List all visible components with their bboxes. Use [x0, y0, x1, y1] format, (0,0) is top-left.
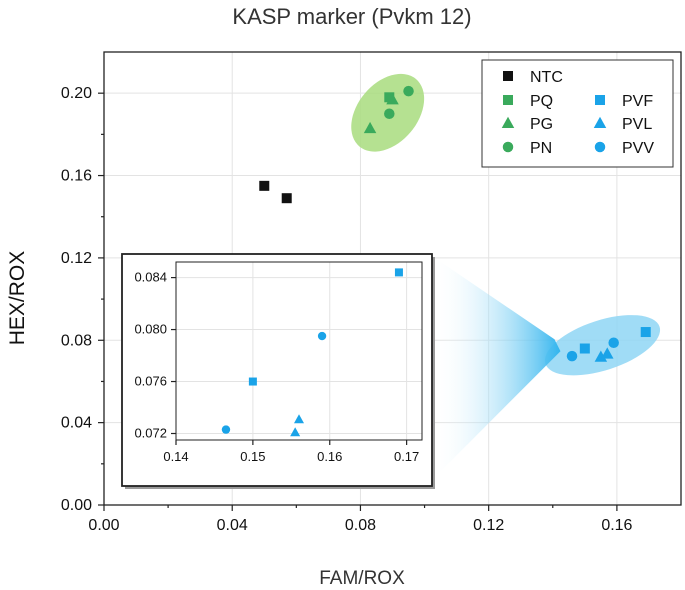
inset-x-tick-label: 0.14	[163, 449, 188, 464]
x-tick-label: 0.12	[473, 517, 504, 534]
x-tick-label: 0.08	[345, 517, 376, 534]
inset-plot: 0.14 0.15 0.16 0.17 0.072 0.076 0.080 0.084	[121, 253, 435, 489]
y-axis-title: HEX/ROX	[6, 251, 29, 346]
y-tick-label: 0.08	[61, 332, 92, 349]
point-pn	[384, 108, 395, 120]
zoom-connector	[432, 256, 561, 480]
y-tick-label: 0.04	[61, 415, 92, 432]
point-pvl	[601, 347, 614, 359]
y-tick-label: 0.16	[61, 168, 92, 185]
y-tick-label: 0.00	[61, 497, 92, 514]
x-axis-title: FAM/ROX	[319, 568, 405, 589]
inset-y-tick-label: 0.084	[134, 270, 167, 285]
point-pvf	[579, 343, 590, 354]
point-pvv	[608, 337, 619, 348]
legend-marker-pq	[503, 95, 513, 105]
point-pg	[363, 121, 377, 134]
x-tick-label: 0.00	[88, 517, 119, 534]
inset-x-tick-label: 0.16	[317, 449, 342, 464]
legend-label-pg: PG	[530, 116, 553, 133]
legend-label-pvl: PVL	[622, 116, 652, 133]
inset-y-tick-label: 0.076	[134, 374, 167, 389]
point-ntc	[259, 180, 270, 191]
zoom-wedge	[432, 256, 561, 480]
legend-label-pq: PQ	[530, 93, 553, 110]
legend: NTC PQ PG PN PVF PVL PVV	[481, 59, 674, 168]
legend-label-pn: PN	[530, 140, 552, 157]
point-pn	[403, 85, 414, 97]
point-pvf	[640, 327, 651, 338]
inset-point-pvv	[221, 425, 231, 434]
legend-marker-pvl	[593, 116, 607, 128]
inset-panel	[121, 253, 433, 487]
inset-point-pvf	[394, 268, 403, 277]
legend-marker-ntc	[503, 71, 513, 81]
inset-frame	[175, 261, 423, 441]
y-tick-label: 0.12	[61, 250, 92, 267]
inset-x-tick-label: 0.17	[394, 449, 419, 464]
legend-box	[481, 59, 674, 168]
plot-frame	[103, 51, 682, 506]
point-pvv	[566, 350, 578, 362]
legend-marker-pvv	[594, 141, 606, 153]
inset-y-tick-label: 0.072	[134, 426, 167, 441]
legend-label-pvv: PVV	[622, 140, 654, 157]
legend-label-pvf: PVF	[622, 93, 653, 110]
point-pq	[384, 92, 395, 103]
inset-x-tick-label: 0.15	[240, 449, 265, 464]
point-pg	[386, 93, 399, 105]
main-axes: 0.00 0.04 0.08 0.12 0.16 0.00 0.04 0.08 0.12 0.16…	[61, 51, 682, 534]
legend-marker-pn	[502, 141, 514, 153]
inset-point-pvv	[317, 331, 327, 341]
legend-marker-pvf	[595, 95, 605, 105]
point-pvl	[594, 350, 608, 362]
point-ntc	[281, 193, 292, 204]
inset-point-pvl	[294, 414, 304, 424]
x-tick-label: 0.04	[217, 517, 248, 534]
legend-label-ntc: NTC	[530, 69, 563, 86]
legend-marker-pg	[501, 116, 515, 128]
inset-y-tick-label: 0.080	[134, 322, 167, 337]
chart-title: KASP marker (Pvkm 12)	[232, 4, 471, 29]
y-tick-label: 0.20	[61, 85, 92, 102]
inset-point-pvl	[290, 427, 301, 437]
inset-point-pvf	[248, 377, 257, 386]
main-points	[259, 85, 651, 362]
x-tick-label: 0.16	[601, 517, 632, 534]
